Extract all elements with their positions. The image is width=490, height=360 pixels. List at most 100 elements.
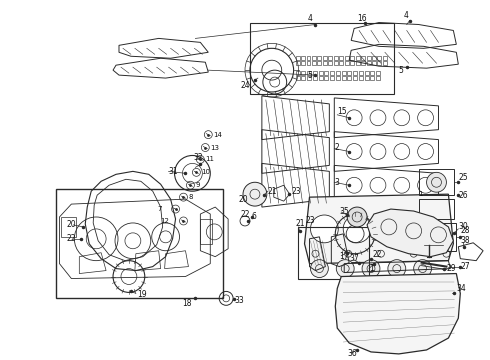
Bar: [367, 56, 370, 60]
Text: 24: 24: [240, 81, 250, 90]
Text: 25: 25: [458, 173, 468, 182]
Bar: [365, 76, 368, 80]
Bar: [367, 61, 370, 65]
Bar: [301, 76, 305, 80]
Bar: [339, 61, 343, 65]
Circle shape: [311, 215, 338, 243]
Text: 36: 36: [347, 350, 357, 359]
Text: 1: 1: [418, 191, 423, 197]
Bar: [383, 56, 387, 60]
Text: 7: 7: [157, 206, 162, 212]
Circle shape: [243, 182, 267, 206]
Bar: [372, 56, 376, 60]
Bar: [318, 56, 321, 60]
Text: 17: 17: [339, 252, 349, 261]
Bar: [377, 56, 381, 60]
Bar: [359, 76, 363, 80]
Bar: [330, 71, 334, 75]
Bar: [377, 61, 381, 65]
Bar: [324, 71, 328, 75]
Text: 14: 14: [213, 132, 222, 138]
Bar: [313, 71, 317, 75]
Text: 11: 11: [205, 157, 214, 162]
Bar: [350, 61, 354, 65]
Bar: [313, 76, 317, 80]
Text: 35: 35: [339, 207, 349, 216]
Bar: [383, 61, 387, 65]
Text: 13: 13: [210, 144, 219, 150]
Text: 15: 15: [337, 107, 347, 116]
Bar: [318, 61, 321, 65]
Polygon shape: [304, 194, 453, 264]
Text: 28: 28: [460, 226, 470, 235]
Bar: [416, 223, 456, 251]
Bar: [370, 76, 374, 80]
Circle shape: [347, 207, 367, 227]
Bar: [307, 56, 311, 60]
Bar: [56, 189, 223, 298]
Text: 34: 34: [456, 284, 466, 293]
Text: 10: 10: [201, 169, 210, 175]
Text: 16: 16: [357, 14, 367, 23]
Text: 1: 1: [369, 264, 374, 273]
Text: 38: 38: [460, 236, 470, 245]
Text: 19: 19: [137, 290, 147, 299]
Text: 37: 37: [349, 254, 359, 263]
Circle shape: [414, 260, 432, 278]
Bar: [328, 61, 332, 65]
Circle shape: [343, 215, 371, 243]
Bar: [295, 56, 299, 60]
Text: 8: 8: [189, 194, 193, 200]
Bar: [334, 61, 338, 65]
Bar: [342, 76, 345, 80]
Bar: [416, 276, 452, 310]
Circle shape: [336, 260, 354, 278]
Polygon shape: [367, 209, 453, 257]
Bar: [339, 56, 343, 60]
Bar: [318, 71, 322, 75]
Text: 3: 3: [334, 178, 339, 187]
Bar: [336, 76, 340, 80]
Bar: [356, 56, 360, 60]
Polygon shape: [335, 274, 460, 354]
Bar: [312, 61, 316, 65]
Bar: [301, 71, 305, 75]
Text: 9: 9: [196, 182, 200, 188]
Bar: [361, 61, 365, 65]
Bar: [323, 56, 327, 60]
Text: 33: 33: [234, 296, 244, 305]
Bar: [342, 71, 345, 75]
Text: 32: 32: [194, 153, 203, 162]
Bar: [318, 76, 322, 80]
Text: 21: 21: [295, 220, 305, 229]
Text: 5: 5: [399, 66, 404, 75]
Bar: [350, 56, 354, 60]
Bar: [372, 61, 376, 65]
Text: 20: 20: [67, 220, 76, 229]
Text: 21: 21: [268, 187, 277, 196]
Text: 4: 4: [308, 14, 313, 23]
Text: 23: 23: [292, 187, 301, 196]
Text: 12: 12: [161, 218, 170, 224]
Bar: [345, 61, 349, 65]
Text: 20: 20: [238, 195, 247, 204]
Bar: [250, 23, 394, 94]
Bar: [365, 71, 368, 75]
Circle shape: [427, 172, 446, 192]
Text: 2: 2: [334, 143, 339, 152]
Circle shape: [422, 282, 446, 305]
Text: 29: 29: [446, 264, 456, 273]
Text: 22: 22: [67, 234, 76, 243]
Bar: [307, 76, 311, 80]
Bar: [376, 71, 380, 75]
Bar: [356, 61, 360, 65]
Text: 5: 5: [308, 71, 313, 80]
Bar: [347, 71, 351, 75]
Bar: [334, 56, 338, 60]
Bar: [353, 76, 357, 80]
Text: 6: 6: [252, 212, 257, 221]
Bar: [295, 71, 299, 75]
Bar: [200, 219, 212, 244]
Bar: [418, 169, 454, 195]
Bar: [376, 76, 380, 80]
